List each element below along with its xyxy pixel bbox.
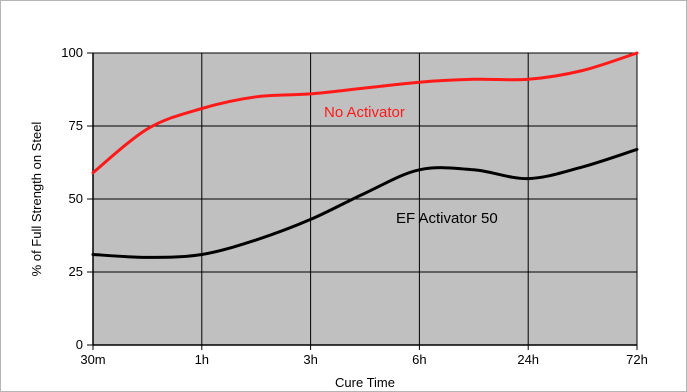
x-tick-label: 72h bbox=[626, 352, 648, 367]
grid-lines bbox=[92, 52, 638, 346]
series-line-no-activator bbox=[91, 51, 639, 175]
series-label-ef-activator-50: EF Activator 50 bbox=[396, 210, 498, 227]
x-tick-label: 1h bbox=[195, 352, 209, 367]
y-tick-label: 75 bbox=[69, 118, 83, 133]
series-label-no-activator: No Activator bbox=[324, 104, 405, 121]
x-tick-label: 24h bbox=[517, 352, 539, 367]
series-layer bbox=[91, 51, 639, 259]
y-axis-title: % of Full Strength on Steel bbox=[29, 122, 44, 277]
y-tick-label: 0 bbox=[76, 337, 83, 352]
x-tick-label: 3h bbox=[303, 352, 317, 367]
x-axis-ticks: 30m 1h 3h 6h 24h 72h bbox=[80, 345, 648, 367]
x-tick-label: 30m bbox=[80, 352, 105, 367]
x-tick-label: 6h bbox=[412, 352, 426, 367]
series-line-ef-activator-50 bbox=[91, 147, 639, 259]
y-tick-label: 100 bbox=[61, 45, 83, 60]
y-axis-ticks: 0 25 50 75 100 bbox=[61, 45, 93, 352]
y-tick-label: 25 bbox=[69, 264, 83, 279]
x-axis-title: Cure Time bbox=[335, 375, 395, 390]
y-tick-label: 50 bbox=[69, 191, 83, 206]
